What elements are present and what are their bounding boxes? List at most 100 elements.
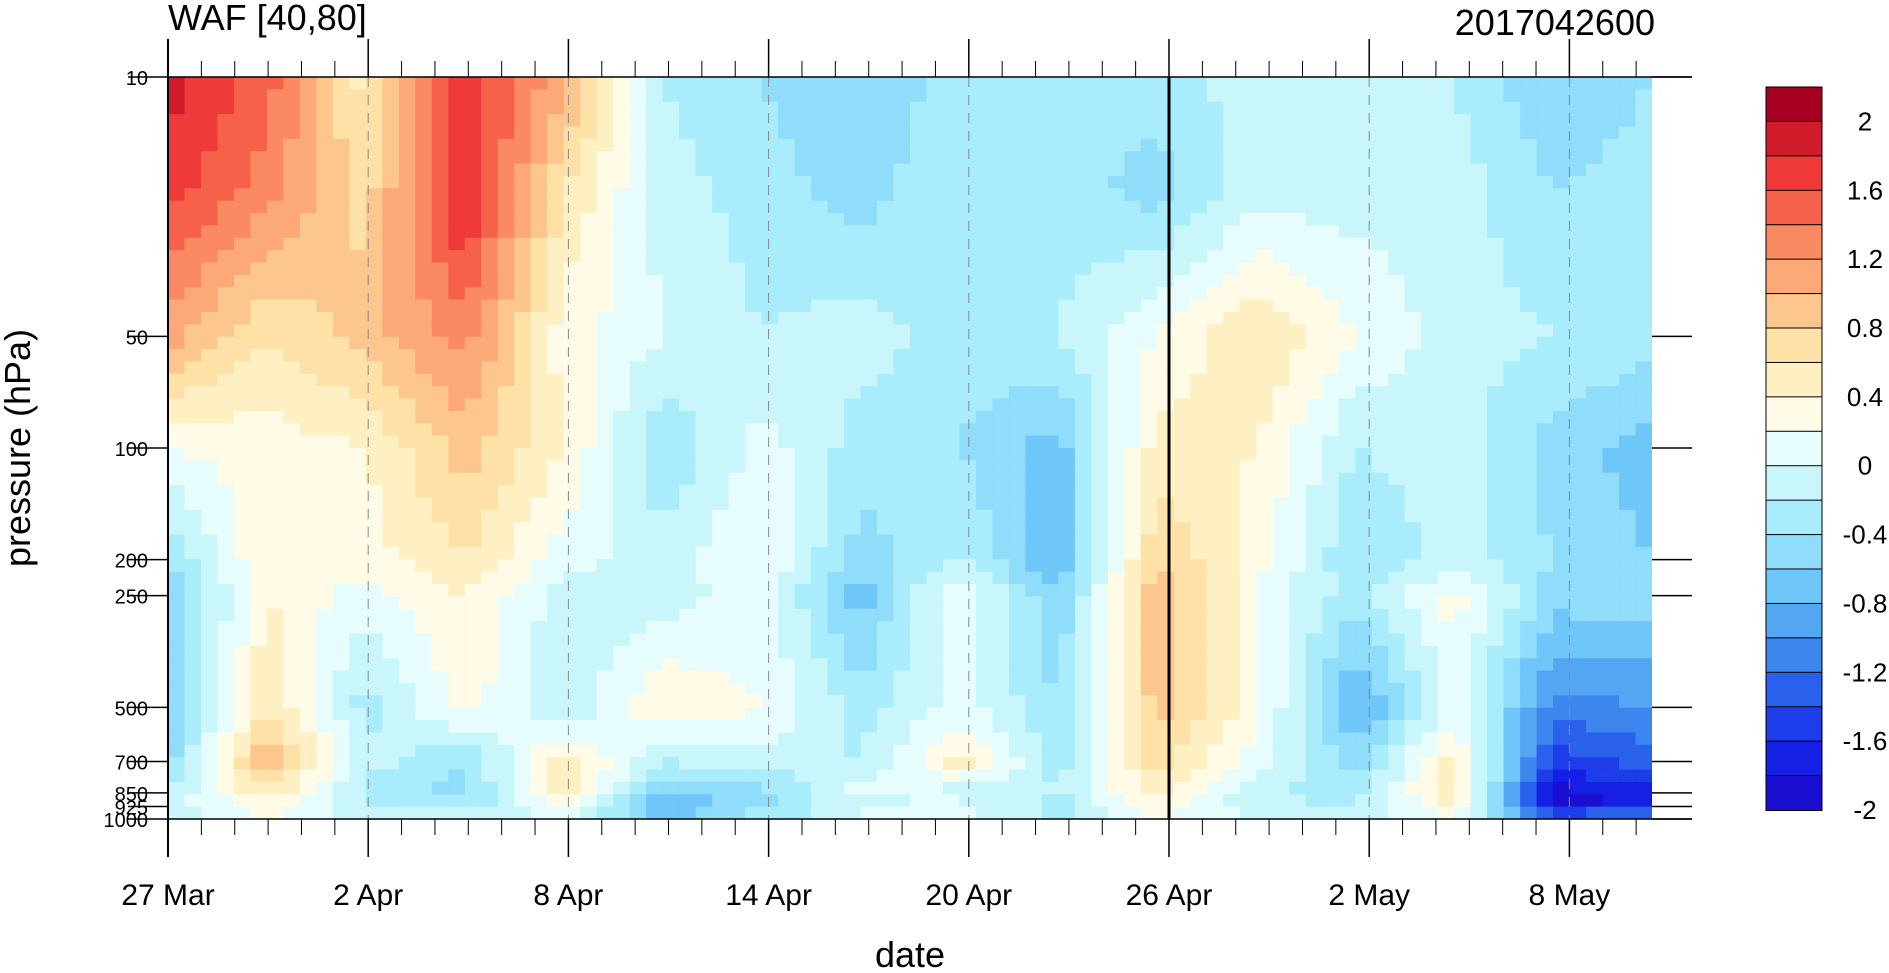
field-cell xyxy=(168,732,186,746)
field-cell xyxy=(1371,485,1389,499)
field-cell xyxy=(1487,324,1505,338)
field-cell xyxy=(1520,101,1538,115)
field-cell xyxy=(283,522,301,536)
field-cell xyxy=(1503,682,1521,696)
field-cell xyxy=(1289,349,1307,363)
field-cell xyxy=(1536,621,1554,635)
field-cell xyxy=(1190,559,1208,573)
field-cell xyxy=(1619,658,1637,672)
field-cell xyxy=(1338,250,1356,264)
field-cell xyxy=(233,274,252,288)
field-cell xyxy=(200,596,219,610)
field-cell xyxy=(910,448,928,461)
field-cell xyxy=(1536,522,1554,536)
field-cell xyxy=(844,262,862,276)
field-cell xyxy=(877,114,895,128)
field-cell xyxy=(580,225,598,239)
field-cell xyxy=(448,324,466,338)
field-cell xyxy=(1124,584,1142,597)
field-cell xyxy=(695,707,713,721)
field-cell xyxy=(431,522,449,536)
field-cell xyxy=(530,163,548,177)
field-cell xyxy=(778,757,796,771)
field-cell xyxy=(811,621,829,635)
field-cell xyxy=(926,225,944,239)
field-cell xyxy=(1041,410,1059,424)
field-cell xyxy=(398,485,416,499)
field-cell xyxy=(1503,460,1521,474)
field-cell xyxy=(1322,584,1340,597)
field-cell xyxy=(1536,126,1554,140)
field-cell xyxy=(1124,138,1142,152)
field-cell xyxy=(481,509,499,523)
field-cell xyxy=(1008,89,1027,103)
field-cell xyxy=(168,225,186,239)
field-cell xyxy=(1470,151,1488,165)
field-cell xyxy=(1107,584,1125,597)
field-cell xyxy=(1305,472,1323,486)
field-cell xyxy=(316,262,334,276)
field-cell xyxy=(877,633,895,647)
field-cell xyxy=(1619,126,1637,140)
field-cell xyxy=(299,336,317,350)
field-cell xyxy=(1124,287,1142,301)
field-cell xyxy=(365,151,383,165)
field-cell xyxy=(464,732,482,746)
field-cell xyxy=(1355,472,1373,486)
field-cell xyxy=(1569,114,1587,128)
field-cell xyxy=(1173,114,1191,128)
field-cell xyxy=(1256,188,1274,202)
field-cell xyxy=(1272,621,1290,635)
field-cell xyxy=(926,608,944,622)
field-cell xyxy=(530,608,548,622)
field-cell xyxy=(1157,670,1175,684)
field-cell xyxy=(877,336,895,350)
field-cell xyxy=(1487,225,1505,239)
field-cell xyxy=(1124,398,1142,412)
field-cell xyxy=(695,361,713,375)
field-cell xyxy=(481,373,499,387)
field-cell xyxy=(761,225,779,239)
field-cell xyxy=(975,188,994,202)
field-cell xyxy=(893,410,911,424)
field-cell xyxy=(629,522,647,536)
field-cell xyxy=(200,262,219,276)
field-cell xyxy=(844,497,862,511)
field-cell xyxy=(514,757,532,771)
field-cell xyxy=(1635,546,1652,560)
field-cell xyxy=(332,695,350,709)
field-cell xyxy=(464,175,482,189)
field-cell xyxy=(1355,188,1373,202)
field-cell xyxy=(646,509,664,523)
field-cell xyxy=(959,546,977,560)
field-cell xyxy=(168,744,186,758)
field-cell xyxy=(349,757,367,771)
field-cell xyxy=(266,621,285,635)
field-cell xyxy=(679,114,697,128)
field-cell xyxy=(1272,423,1290,437)
field-cell xyxy=(1470,324,1488,338)
field-cell xyxy=(184,250,202,264)
field-cell xyxy=(514,163,532,177)
field-cell xyxy=(1025,126,1043,140)
field-cell xyxy=(860,658,878,672)
field-cell xyxy=(942,213,961,226)
field-cell xyxy=(1305,262,1323,276)
field-cell xyxy=(299,287,317,301)
field-cell xyxy=(217,497,235,511)
field-cell xyxy=(646,114,664,128)
field-cell xyxy=(1206,423,1224,437)
field-cell xyxy=(168,497,186,511)
field-cell xyxy=(613,472,631,486)
field-cell xyxy=(695,670,713,684)
field-cell xyxy=(1536,707,1554,721)
field-cell xyxy=(1404,571,1422,585)
field-cell xyxy=(1091,311,1109,325)
field-cell xyxy=(596,349,614,363)
field-cell xyxy=(1289,101,1307,115)
field-cell xyxy=(1091,336,1109,350)
field-cell xyxy=(481,460,499,474)
field-cell xyxy=(695,373,713,387)
field-cell xyxy=(646,349,664,363)
field-cell xyxy=(893,509,911,523)
